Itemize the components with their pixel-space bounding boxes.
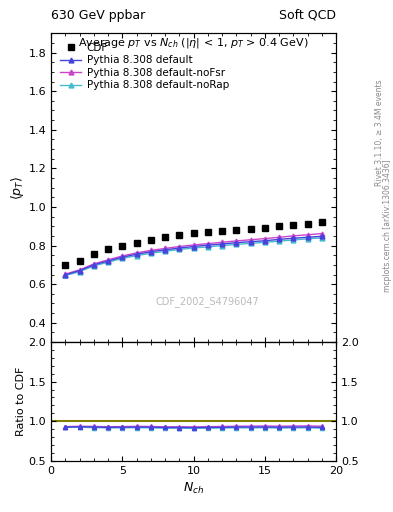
Pythia 8.308 default (191, 243, 196, 249)
CDF (149, 237, 153, 243)
Pythia 8.308 default-noFsr (92, 261, 96, 267)
Text: Soft QCD: Soft QCD (279, 9, 336, 22)
Pythia 8.308 default-noRap (191, 245, 196, 251)
Pythia 8.308 default (163, 247, 167, 253)
Pythia 8.308 default-noRap (134, 252, 139, 259)
Pythia 8.308 default-noRap (291, 237, 296, 243)
CDF (63, 262, 68, 268)
CDF (234, 227, 239, 233)
Pythia 8.308 default (248, 239, 253, 245)
Pythia 8.308 default-noRap (234, 241, 239, 247)
Line: Pythia 8.308 default-noFsr: Pythia 8.308 default-noFsr (63, 231, 324, 276)
Pythia 8.308 default-noFsr (163, 245, 167, 251)
Pythia 8.308 default (92, 262, 96, 268)
Pythia 8.308 default-noFsr (120, 253, 125, 259)
Y-axis label: Ratio to CDF: Ratio to CDF (16, 367, 26, 436)
Pythia 8.308 default-noRap (263, 239, 267, 245)
CDF (248, 226, 253, 232)
Pythia 8.308 default-noFsr (77, 267, 82, 273)
Pythia 8.308 default-noFsr (220, 239, 224, 245)
Pythia 8.308 default-noRap (149, 250, 153, 257)
Pythia 8.308 default-noRap (177, 246, 182, 252)
Pythia 8.308 default-noRap (277, 238, 281, 244)
Y-axis label: $\langle p_T \rangle$: $\langle p_T \rangle$ (9, 176, 26, 200)
Pythia 8.308 default-noRap (92, 263, 96, 269)
CDF (206, 229, 210, 235)
Pythia 8.308 default (291, 235, 296, 241)
Pythia 8.308 default (177, 245, 182, 251)
Pythia 8.308 default-noFsr (206, 241, 210, 247)
CDF (305, 221, 310, 227)
Pythia 8.308 default-noFsr (177, 243, 182, 249)
Pythia 8.308 default (263, 238, 267, 244)
Pythia 8.308 default (234, 240, 239, 246)
CDF (92, 251, 96, 258)
CDF (320, 219, 324, 225)
Line: Pythia 8.308 default: Pythia 8.308 default (63, 234, 324, 278)
Pythia 8.308 default (305, 234, 310, 240)
CDF (220, 228, 224, 234)
Pythia 8.308 default-noFsr (291, 233, 296, 239)
Pythia 8.308 default-noRap (106, 259, 110, 265)
CDF (277, 223, 281, 229)
Pythia 8.308 default-noFsr (305, 231, 310, 238)
CDF (263, 225, 267, 231)
Pythia 8.308 default-noRap (248, 240, 253, 246)
Pythia 8.308 default (220, 241, 224, 247)
Pythia 8.308 default-noFsr (191, 242, 196, 248)
Pythia 8.308 default (149, 249, 153, 255)
X-axis label: $N_{ch}$: $N_{ch}$ (183, 481, 204, 496)
Line: Pythia 8.308 default-noRap: Pythia 8.308 default-noRap (63, 236, 324, 278)
CDF (291, 222, 296, 228)
CDF (134, 240, 139, 246)
Pythia 8.308 default-noFsr (134, 250, 139, 256)
Text: Rivet 3.1.10, ≥ 3.4M events: Rivet 3.1.10, ≥ 3.4M events (375, 80, 384, 186)
Pythia 8.308 default-noRap (163, 248, 167, 254)
Pythia 8.308 default-noRap (120, 255, 125, 262)
Pythia 8.308 default-noFsr (277, 234, 281, 240)
Pythia 8.308 default (206, 242, 210, 248)
CDF (163, 234, 167, 240)
Pythia 8.308 default (320, 233, 324, 240)
Text: 630 GeV ppbar: 630 GeV ppbar (51, 9, 145, 22)
Pythia 8.308 default-noFsr (149, 247, 153, 253)
Pythia 8.308 default-noRap (206, 244, 210, 250)
CDF (177, 232, 182, 238)
Pythia 8.308 default (134, 251, 139, 258)
Legend: CDF, Pythia 8.308 default, Pythia 8.308 default-noFsr, Pythia 8.308 default-noRa: CDF, Pythia 8.308 default, Pythia 8.308 … (56, 38, 233, 95)
Pythia 8.308 default (120, 254, 125, 260)
Pythia 8.308 default-noRap (220, 243, 224, 249)
Pythia 8.308 default (106, 258, 110, 264)
CDF (77, 258, 82, 264)
CDF (106, 246, 110, 252)
Pythia 8.308 default-noRap (320, 235, 324, 241)
CDF (120, 243, 125, 249)
Line: CDF: CDF (62, 219, 325, 268)
Pythia 8.308 default (63, 272, 68, 278)
Pythia 8.308 default-noRap (77, 268, 82, 274)
Pythia 8.308 default-noFsr (263, 236, 267, 242)
Pythia 8.308 default (77, 268, 82, 274)
Pythia 8.308 default-noFsr (63, 271, 68, 277)
CDF (191, 230, 196, 236)
Pythia 8.308 default (277, 237, 281, 243)
Text: Average $p_T$ vs $N_{ch}$ ($|\eta|$ < 1, $p_T$ > 0.4 GeV): Average $p_T$ vs $N_{ch}$ ($|\eta|$ < 1,… (78, 36, 309, 50)
Text: CDF_2002_S4796047: CDF_2002_S4796047 (156, 296, 260, 307)
Pythia 8.308 default-noFsr (234, 238, 239, 244)
Text: mcplots.cern.ch [arXiv:1306.3436]: mcplots.cern.ch [arXiv:1306.3436] (383, 159, 391, 292)
Pythia 8.308 default-noRap (63, 272, 68, 279)
Pythia 8.308 default-noFsr (248, 237, 253, 243)
Pythia 8.308 default-noFsr (106, 257, 110, 263)
Pythia 8.308 default-noRap (305, 236, 310, 242)
Pythia 8.308 default-noFsr (320, 230, 324, 237)
